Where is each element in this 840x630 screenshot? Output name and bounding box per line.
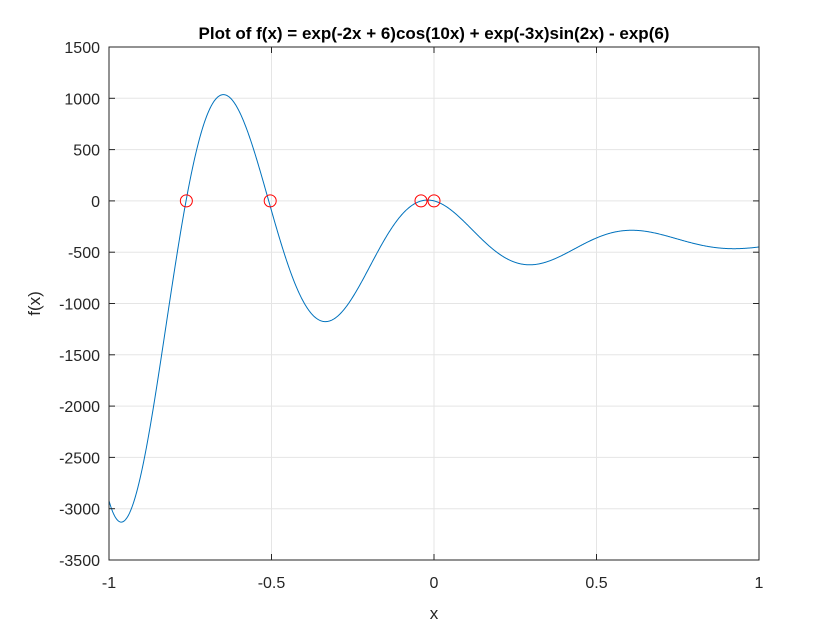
x-tick-label: 0 xyxy=(430,575,439,592)
y-tick-label: 1000 xyxy=(64,91,100,108)
y-axis-label: f(x) xyxy=(25,291,44,316)
y-tick-label: 0 xyxy=(91,194,100,211)
root-marker-3 xyxy=(427,194,441,208)
x-axis-label: x xyxy=(430,604,439,623)
y-tick-label: 500 xyxy=(73,143,100,160)
y-tick-label: -2000 xyxy=(59,399,100,416)
y-tick-label: 1500 xyxy=(64,40,100,57)
y-tick-label: -2500 xyxy=(59,450,100,467)
curve-layer xyxy=(108,94,760,523)
x-tick-label: 1 xyxy=(755,575,764,592)
series-line-0 xyxy=(108,94,760,523)
y-tick-label: -1500 xyxy=(59,348,100,365)
x-tick-label: 0.5 xyxy=(585,575,607,592)
y-tick-label: -3000 xyxy=(59,502,100,519)
root-marker-1 xyxy=(263,194,277,208)
y-tick-label: -3500 xyxy=(59,553,100,570)
x-tick-label: -0.5 xyxy=(258,575,286,592)
marker-layer xyxy=(179,194,441,208)
y-tick-label: -500 xyxy=(68,245,100,262)
root-marker-0 xyxy=(179,194,193,208)
root-marker-2 xyxy=(414,194,428,208)
chart-title: Plot of f(x) = exp(-2x + 6)cos(10x) + ex… xyxy=(199,24,670,43)
x-tick-label: -1 xyxy=(102,575,116,592)
ticks: -1 -0.5 0 0.5 1 1500 1000 500 0 -500 -1000 -1500 -20… xyxy=(59,40,763,592)
y-tick-label: -1000 xyxy=(59,297,100,314)
